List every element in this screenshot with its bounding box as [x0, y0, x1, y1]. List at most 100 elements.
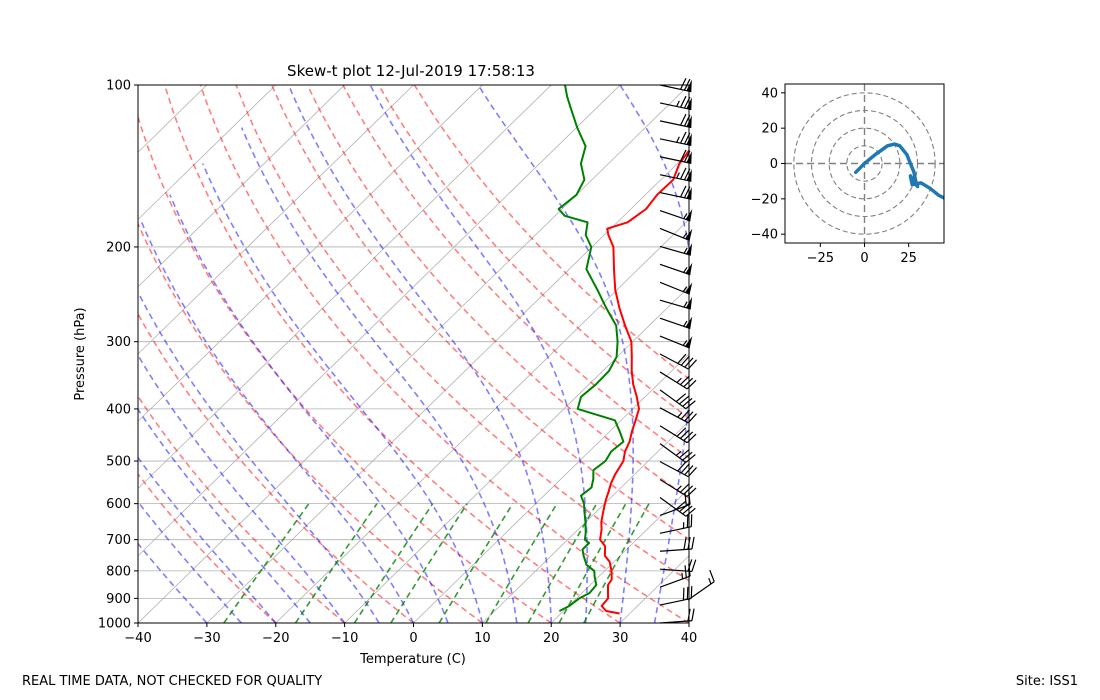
barb-full [687, 537, 691, 550]
isotherm-40 [688, 622, 689, 623]
barb-full [675, 500, 687, 510]
y-tick-label: 800 [106, 564, 131, 579]
moist-adiabat [477, 85, 634, 623]
y-tick-label: 1000 [98, 617, 131, 632]
wind-barb [659, 353, 697, 370]
hodograph-y-ticks: 40 20 0 −20 −40 [751, 86, 785, 243]
barb-full [690, 586, 693, 599]
wind-barb [659, 113, 692, 129]
barb-full [684, 565, 687, 578]
barb-full [679, 375, 690, 386]
moist-adiabat [169, 194, 449, 623]
barb-half [683, 247, 688, 254]
barb-full [684, 411, 694, 422]
wind-barb [659, 262, 693, 276]
skewt-series [557, 85, 689, 615]
barb-half [681, 572, 684, 579]
wind-barb [659, 461, 697, 478]
dry-adiabat [270, 85, 689, 541]
barb-half [682, 232, 688, 239]
barb-pennant [686, 187, 692, 200]
barb-full [675, 393, 687, 403]
moist-adiabat [138, 290, 380, 623]
skewt-reference-lines [138, 85, 689, 623]
dewpoint-profile [557, 85, 625, 612]
barb-full [683, 186, 691, 199]
barb-staff [659, 353, 689, 370]
barb-full [680, 167, 687, 180]
wind-barb [659, 371, 697, 390]
barb-full [680, 95, 687, 108]
barb-pennant [685, 296, 693, 310]
wind-barb [659, 316, 693, 330]
isotherm--130 [0, 85, 69, 623]
barb-pennant [685, 336, 693, 349]
skewt-x-label: Temperature (C) [359, 652, 466, 667]
skewt-gridlines [0, 85, 689, 623]
barb-full [683, 431, 694, 442]
wind-barb [659, 149, 692, 164]
barb-pennant [686, 79, 692, 92]
barb-staff [687, 581, 715, 601]
range-ring-40 [793, 92, 936, 235]
hodo-x-tick-label: 0 [860, 251, 868, 266]
y-tick-label: 200 [106, 240, 131, 255]
barb-staff [659, 548, 692, 552]
barb-half [682, 286, 688, 292]
wind-barb [659, 77, 692, 93]
barb-full [682, 505, 693, 515]
barb-staff [659, 407, 689, 424]
barb-staff [659, 263, 691, 276]
hodo-y-tick-label: 0 [770, 157, 778, 172]
barb-full [684, 493, 687, 506]
mixing-ratio-line [583, 503, 650, 623]
wind-barb [659, 389, 696, 410]
barb-full [688, 492, 691, 505]
barb-pennant [686, 97, 692, 110]
y-tick-label: 900 [106, 592, 131, 607]
barb-half [675, 450, 682, 456]
wind-barb [659, 185, 692, 200]
barb-full [682, 397, 693, 407]
barb-staff [659, 597, 692, 606]
barb-half [683, 320, 688, 327]
barb-staff [659, 317, 691, 330]
barb-staff [659, 526, 692, 534]
moist-adiabat [140, 221, 415, 623]
hodo-y-tick-label: 20 [761, 122, 778, 137]
barb-full [676, 427, 687, 437]
barb-full [677, 461, 687, 472]
wind-barb [659, 243, 693, 256]
barb-full [685, 454, 696, 463]
hodo-y-tick-label: −20 [751, 192, 778, 207]
wind-barb [659, 281, 693, 295]
barb-full [687, 359, 697, 370]
wind-barb [659, 608, 695, 624]
x-tick-label: 10 [474, 631, 491, 646]
barb-full [685, 400, 696, 410]
wind-barb [659, 443, 696, 463]
mixing-ratio-line [223, 503, 310, 623]
barb-full [680, 113, 687, 126]
barb-staff [659, 156, 692, 164]
barb-staff [659, 102, 692, 111]
barb-staff [659, 503, 691, 516]
moist-adiabat [240, 127, 518, 623]
y-tick-label: 600 [106, 497, 131, 512]
barb-full [679, 429, 690, 439]
hodo-y-tick-label: −40 [751, 228, 778, 243]
barb-staff [659, 575, 691, 588]
wind-barb [659, 335, 693, 349]
barb-pennant [685, 316, 693, 329]
barb-half [676, 485, 682, 491]
barb-half [676, 377, 682, 383]
barb-half [683, 266, 688, 273]
barb-full [683, 168, 691, 181]
barb-half [676, 136, 680, 143]
y-tick-label: 500 [106, 455, 131, 470]
dry-adiabat [199, 85, 689, 623]
hodograph-series [853, 142, 944, 200]
isotherm--110 [138, 85, 208, 153]
barb-full [679, 483, 690, 493]
barb-full [682, 451, 693, 461]
